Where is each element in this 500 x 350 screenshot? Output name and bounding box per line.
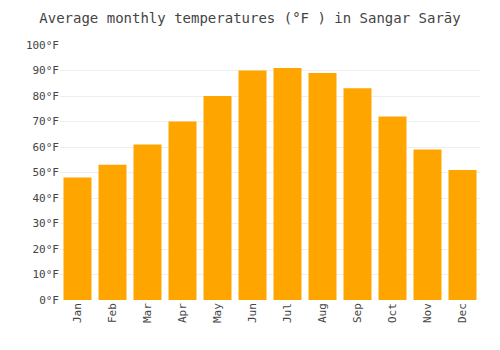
svg-text:100°F: 100°F: [26, 39, 59, 52]
svg-text:90°F: 90°F: [33, 64, 60, 77]
svg-text:May: May: [211, 303, 224, 323]
svg-text:Jun: Jun: [246, 303, 259, 323]
svg-text:0°F: 0°F: [39, 294, 59, 307]
svg-text:Dec: Dec: [456, 303, 469, 323]
svg-text:Oct: Oct: [386, 303, 399, 323]
svg-text:20°F: 20°F: [33, 243, 60, 256]
svg-text:Nov: Nov: [421, 303, 434, 323]
svg-text:10°F: 10°F: [33, 268, 60, 281]
svg-text:Sep: Sep: [351, 303, 364, 323]
svg-text:Average monthly temperatures (: Average monthly temperatures (°F ) in Sa…: [39, 10, 460, 26]
svg-text:Aug: Aug: [316, 303, 329, 323]
svg-text:Feb: Feb: [106, 303, 119, 323]
svg-text:80°F: 80°F: [33, 90, 60, 103]
svg-text:Jul: Jul: [281, 303, 294, 323]
svg-text:Apr: Apr: [176, 303, 189, 323]
svg-text:60°F: 60°F: [33, 141, 60, 154]
svg-text:Mar: Mar: [141, 303, 154, 323]
svg-text:40°F: 40°F: [33, 192, 60, 205]
svg-text:Jan: Jan: [71, 303, 84, 323]
svg-text:30°F: 30°F: [33, 217, 60, 230]
svg-text:50°F: 50°F: [33, 166, 60, 179]
svg-text:70°F: 70°F: [33, 115, 60, 128]
